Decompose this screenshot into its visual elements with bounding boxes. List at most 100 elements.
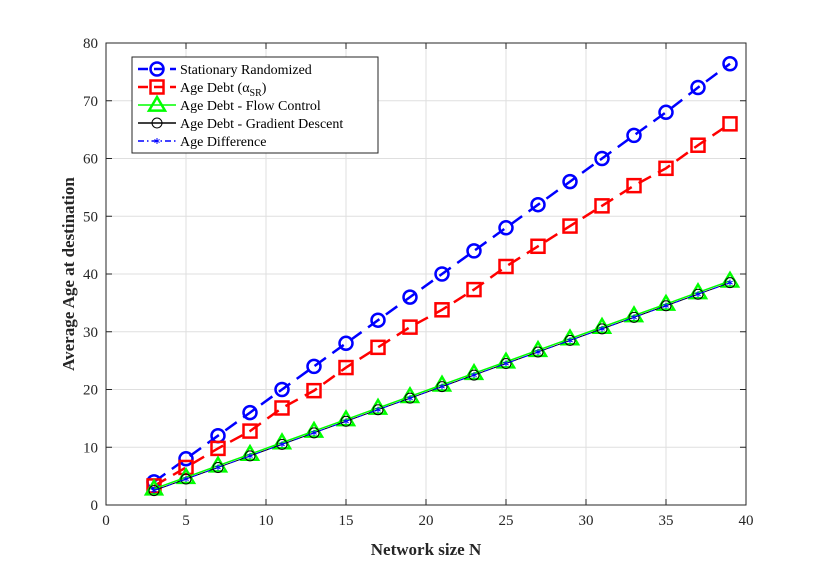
data-point-0 (498, 220, 514, 236)
data-point-4-stroke (695, 292, 701, 297)
data-point-4-stroke (375, 407, 381, 412)
data-point-0 (594, 150, 610, 167)
data-point-1 (466, 281, 482, 298)
y-tick-label: 80 (83, 36, 98, 52)
y-tick-label: 40 (83, 267, 98, 283)
data-point-4 (215, 464, 221, 471)
data-point-4-stroke (279, 442, 285, 447)
legend-label: Stationary Randomized (180, 63, 312, 78)
y-tick-label: 70 (83, 94, 98, 110)
legend-label: Age Debt - Flow Control (180, 99, 321, 114)
data-point-4-stroke (599, 326, 605, 331)
y-tick-label: 50 (83, 209, 98, 225)
data-point-1 (658, 160, 674, 177)
legend-entry: Age Debt (αSR) (138, 79, 267, 99)
legend-entry: Stationary Randomized (138, 61, 312, 78)
data-point-0 (658, 104, 674, 121)
legend-entry: Age Debt - Flow Control (138, 94, 321, 114)
data-point-4 (343, 418, 349, 425)
data-point-1 (274, 400, 290, 416)
data-point-1 (242, 423, 258, 439)
data-point-3 (724, 277, 736, 289)
data-point-0 (274, 381, 290, 398)
data-point-1 (306, 382, 322, 399)
data-point-4 (151, 487, 157, 494)
data-point-3 (180, 473, 192, 485)
legend-marker (146, 94, 168, 112)
data-point-0 (466, 243, 482, 259)
data-point-4-stroke (631, 315, 637, 320)
data-point-3 (372, 404, 384, 416)
data-point-3 (628, 311, 640, 323)
series-line-1 (153, 122, 731, 488)
series-4 (151, 279, 733, 494)
data-point-4 (663, 302, 669, 309)
data-point-3 (404, 392, 416, 404)
x-tick-label: 30 (579, 513, 594, 529)
data-point-4 (279, 441, 285, 448)
data-point-4-stroke (535, 350, 541, 354)
legend-label: Age Difference (180, 135, 266, 150)
data-point-0 (242, 404, 258, 421)
data-point-4-stroke (215, 465, 221, 470)
data-point-1 (690, 137, 706, 153)
data-point-3 (468, 369, 480, 381)
ticks: 0 5 10 15 20 25 30 35 40 0 10 20 30 40 50 60 70 80 (83, 36, 754, 529)
data-point-3 (212, 461, 224, 473)
x-tick-label: 35 (659, 513, 674, 529)
data-point-0 (562, 173, 578, 190)
data-point-0 (178, 451, 194, 467)
data-point-4-stroke (663, 303, 669, 308)
data-point-4 (503, 360, 509, 367)
legend-marker (149, 79, 165, 95)
data-point-4-stroke (471, 373, 477, 377)
data-point-1 (594, 198, 610, 214)
x-tick-label: 20 (419, 513, 434, 529)
data-point-3 (596, 323, 608, 335)
data-point-3 (564, 334, 576, 346)
y-axis-title: Average Age at destination (59, 177, 78, 371)
data-point-4-stroke (151, 488, 157, 493)
legend-label: Age Debt (αSR) (180, 81, 267, 99)
series-0 (146, 56, 738, 490)
data-point-0 (402, 289, 418, 305)
data-point-4-stroke (343, 419, 349, 424)
x-axis-title: Network size N (371, 540, 482, 559)
data-point-1 (626, 177, 642, 194)
data-point-3 (436, 381, 448, 393)
legend-entry: Age Difference (138, 135, 266, 150)
data-point-3 (148, 485, 160, 497)
data-point-0 (370, 312, 386, 328)
data-point-4-stroke (727, 280, 733, 285)
data-point-0 (338, 335, 354, 352)
x-tick-label: 5 (182, 513, 190, 529)
y-tick-label: 10 (83, 440, 98, 456)
data-point-3 (692, 288, 704, 300)
data-point-3 (308, 427, 320, 439)
data-point-4 (695, 291, 701, 298)
data-point-1 (530, 238, 546, 255)
data-point-4 (375, 406, 381, 413)
series-layer (143, 56, 741, 497)
data-point-4 (567, 337, 573, 344)
data-point-4 (599, 325, 605, 332)
data-point-1 (370, 339, 386, 356)
data-point-0 (690, 79, 706, 96)
data-point-0 (306, 358, 322, 375)
data-point-4 (247, 452, 253, 459)
legend-marker-stroke (154, 139, 160, 143)
data-point-4-stroke (567, 338, 573, 343)
data-point-0 (434, 266, 450, 282)
data-point-4-stroke (247, 453, 253, 458)
data-point-1 (722, 116, 738, 132)
x-tick-label: 15 (339, 513, 354, 529)
y-tick-label: 20 (83, 383, 98, 399)
data-point-1 (498, 258, 514, 275)
data-point-3 (276, 438, 288, 450)
data-point-4 (407, 395, 413, 402)
data-point-4-stroke (311, 430, 317, 435)
legend-label: Age Debt - Gradient Descent (180, 117, 343, 132)
data-point-4-stroke (439, 384, 445, 389)
data-point-4-stroke (407, 396, 413, 401)
